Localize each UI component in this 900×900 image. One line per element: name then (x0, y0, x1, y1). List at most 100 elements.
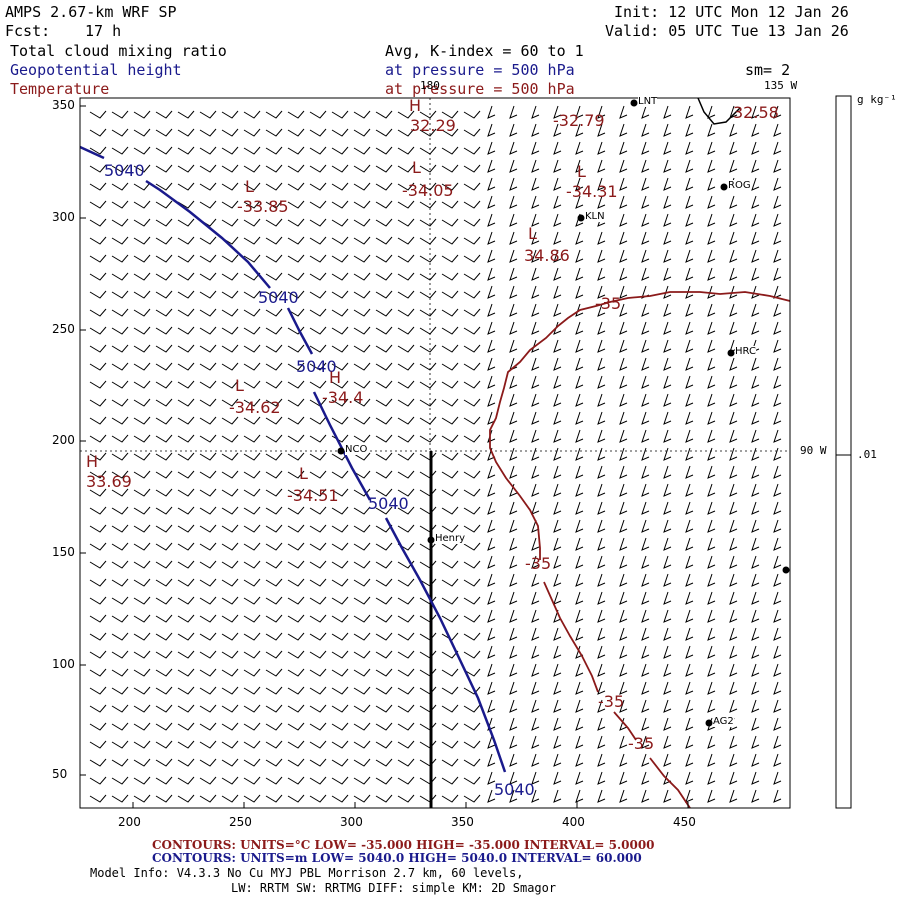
wind-barb (111, 704, 129, 713)
wind-barb (773, 267, 782, 281)
wind-barb (199, 794, 217, 803)
wind-barb (619, 735, 628, 749)
wind-barb (597, 519, 606, 533)
wind-barb (575, 447, 584, 461)
wind-barb (663, 375, 672, 389)
wind-barb (575, 339, 584, 353)
wind-barb (553, 645, 562, 659)
wind-barb (243, 218, 261, 227)
wind-barb (375, 434, 393, 443)
wind-barb (619, 555, 628, 569)
wind-barb (397, 506, 415, 515)
wind-barb (221, 362, 239, 371)
wind-barb (397, 182, 415, 191)
wind-barb (685, 249, 694, 263)
wind-barb (111, 758, 129, 767)
wind-barb (707, 555, 716, 569)
wind-barb (531, 501, 540, 515)
wind-barb (133, 380, 151, 389)
wind-barb (751, 141, 760, 155)
wind-barb (243, 254, 261, 263)
wind-barb (509, 609, 518, 623)
wind-barb (597, 789, 606, 803)
wind-barb (553, 555, 562, 569)
footer-physics: LW: RRTM SW: RRTMG DIFF: simple KM: 2D S… (231, 881, 557, 895)
wind-barb (199, 542, 217, 551)
wind-barb (199, 596, 217, 605)
wind-barb (221, 470, 239, 479)
wind-barb (419, 722, 437, 731)
wind-barb (397, 614, 415, 623)
wind-barb (619, 771, 628, 785)
wind-barb (619, 411, 628, 425)
height-contour-label: 5040 (104, 161, 145, 180)
wind-barb (177, 290, 195, 299)
wind-barb (177, 182, 195, 191)
wind-barb (375, 146, 393, 155)
wind-barb (397, 524, 415, 533)
wind-barb (509, 141, 518, 155)
wind-barb (177, 722, 195, 731)
wind-barb (353, 794, 371, 803)
wind-barb (111, 578, 129, 587)
wind-barb (553, 789, 562, 803)
wind-barb (597, 357, 606, 371)
wind-barb (575, 753, 584, 767)
wind-barb (509, 735, 518, 749)
wind-barb (441, 272, 459, 281)
wind-barb (619, 123, 628, 137)
wind-barb (729, 591, 738, 605)
wind-barb (531, 645, 540, 659)
wind-barb (309, 614, 327, 623)
wind-barb (397, 200, 415, 209)
wind-barb (707, 789, 716, 803)
wind-barb (729, 645, 738, 659)
wind-barb (177, 398, 195, 407)
wind-barb (663, 573, 672, 587)
wind-barb (221, 182, 239, 191)
wind-barb (641, 375, 650, 389)
wind-barb (729, 231, 738, 245)
wind-barb (221, 560, 239, 569)
temp-contour-minus35-southeast (613, 711, 637, 741)
wind-barb (553, 735, 562, 749)
wind-barb (685, 105, 694, 119)
temperature-label: H (329, 368, 342, 387)
wind-barb (397, 776, 415, 785)
wind-barb (353, 452, 371, 461)
wind-barb (531, 105, 540, 119)
wind-barb (553, 231, 562, 245)
wind-barb (751, 357, 760, 371)
wind-barb (419, 326, 437, 335)
wind-barb (265, 704, 283, 713)
wind-barb (199, 236, 217, 245)
wind-barb (221, 110, 239, 119)
wind-barb (487, 213, 496, 227)
smoothing-label: sm= 2 (745, 61, 791, 79)
wind-barb (375, 614, 393, 623)
wind-barb (463, 236, 481, 245)
wind-barb (597, 447, 606, 461)
wind-barb (199, 200, 217, 209)
wind-barb (707, 429, 716, 443)
wind-barb (487, 375, 496, 389)
wind-barb (441, 686, 459, 695)
wind-barb (177, 740, 195, 749)
wind-barb (641, 177, 650, 191)
station-label: ROG (728, 180, 751, 191)
wind-barb (419, 650, 437, 659)
temperature-label: 34.86 (524, 246, 570, 265)
wind-barb (111, 470, 129, 479)
wind-barb (133, 344, 151, 353)
wind-barb (597, 231, 606, 245)
wind-barb (397, 164, 415, 173)
wind-barb (419, 758, 437, 767)
wind-barb (243, 380, 261, 389)
wind-barb (331, 200, 349, 209)
wind-barb (463, 380, 481, 389)
wind-barb (177, 326, 195, 335)
wind-barb (707, 339, 716, 353)
wind-barb (221, 164, 239, 173)
wind-barb (199, 488, 217, 497)
wind-barb (663, 753, 672, 767)
